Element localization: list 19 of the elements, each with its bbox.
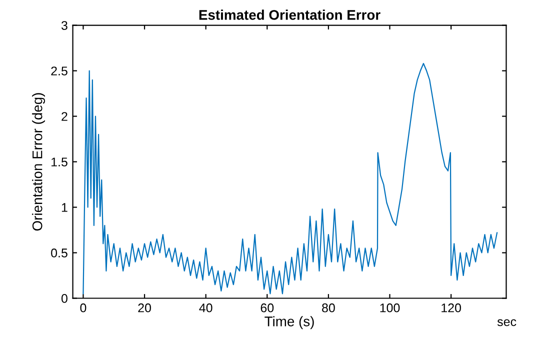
chart-title: Estimated Orientation Error bbox=[199, 10, 380, 20]
x-tick-label: 60 bbox=[260, 303, 274, 312]
y-axis-title: Orientation Error (deg) bbox=[32, 93, 46, 231]
x-tick-label: 80 bbox=[322, 303, 335, 312]
x-tick-label: 100 bbox=[380, 303, 400, 312]
line-series bbox=[82, 62, 498, 294]
y-tick-label: 2 bbox=[62, 112, 68, 121]
y-tick-label: 3 bbox=[61, 21, 68, 30]
x-tick-label: 0 bbox=[80, 303, 86, 312]
x-tick-label: 40 bbox=[199, 303, 212, 312]
y-tick-label: 0.5 bbox=[51, 248, 68, 258]
y-tick-label: 1.5 bbox=[52, 158, 68, 166]
text: sec bbox=[497, 319, 516, 326]
y-tick-label: 2.5 bbox=[51, 66, 68, 76]
y-tick-label: 1 bbox=[62, 203, 68, 212]
y-tick-label: 0 bbox=[61, 294, 68, 303]
x-axis-title: Time (s) bbox=[264, 316, 314, 330]
x-tick-label: 120 bbox=[442, 303, 462, 312]
x-tick-label: 20 bbox=[138, 303, 151, 312]
